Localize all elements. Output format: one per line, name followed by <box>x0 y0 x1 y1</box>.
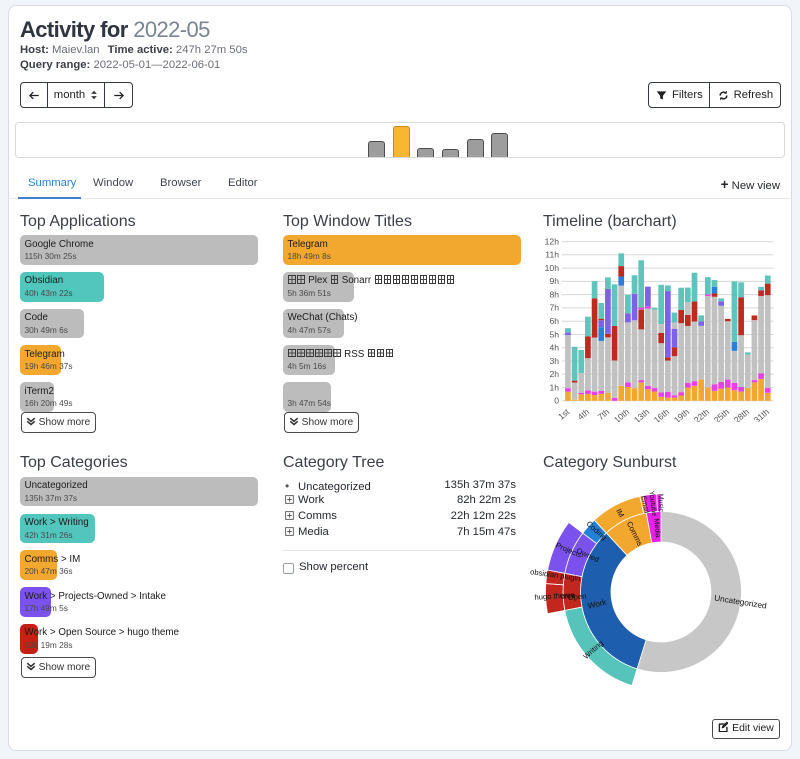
svg-text:0: 0 <box>554 396 559 406</box>
svg-text:7th: 7th <box>596 407 612 422</box>
svg-text:1st: 1st <box>556 406 572 421</box>
svg-text:28th: 28th <box>732 407 751 422</box>
svg-text:11h: 11h <box>545 250 559 260</box>
svg-text:2h: 2h <box>549 369 559 379</box>
svg-text:22th: 22th <box>692 407 711 422</box>
svg-text:13th: 13th <box>632 407 651 422</box>
svg-text:1h: 1h <box>549 382 559 392</box>
svg-text:10h: 10h <box>545 263 560 273</box>
svg-text:12h: 12h <box>545 236 560 246</box>
svg-text:10th: 10th <box>612 407 631 422</box>
svg-text:Open: Open <box>567 592 586 603</box>
svg-text:Email: Email <box>639 495 649 514</box>
svg-text:16th: 16th <box>652 407 671 422</box>
svg-text:IM: IM <box>614 507 626 519</box>
svg-text:19th: 19th <box>672 407 691 422</box>
svg-text:hugo theme: hugo theme <box>534 590 575 601</box>
svg-text:7h: 7h <box>549 303 559 313</box>
svg-text:31th: 31th <box>752 407 771 422</box>
svg-text:Youtube: Youtube <box>647 490 657 516</box>
svg-text:Media: Media <box>652 518 661 538</box>
svg-text:4h: 4h <box>549 343 559 353</box>
svg-text:Work: Work <box>587 597 608 610</box>
svg-text:Music: Music <box>657 494 664 513</box>
svg-text:8h: 8h <box>549 289 559 299</box>
svg-text:urce: urce <box>560 591 575 601</box>
svg-text:4th: 4th <box>576 407 592 422</box>
svg-text:3h: 3h <box>549 356 559 366</box>
svg-text:6h: 6h <box>549 316 559 326</box>
svg-text:5h: 5h <box>549 329 559 339</box>
svg-text:25th: 25th <box>712 407 731 422</box>
svg-text:9h: 9h <box>549 276 559 286</box>
